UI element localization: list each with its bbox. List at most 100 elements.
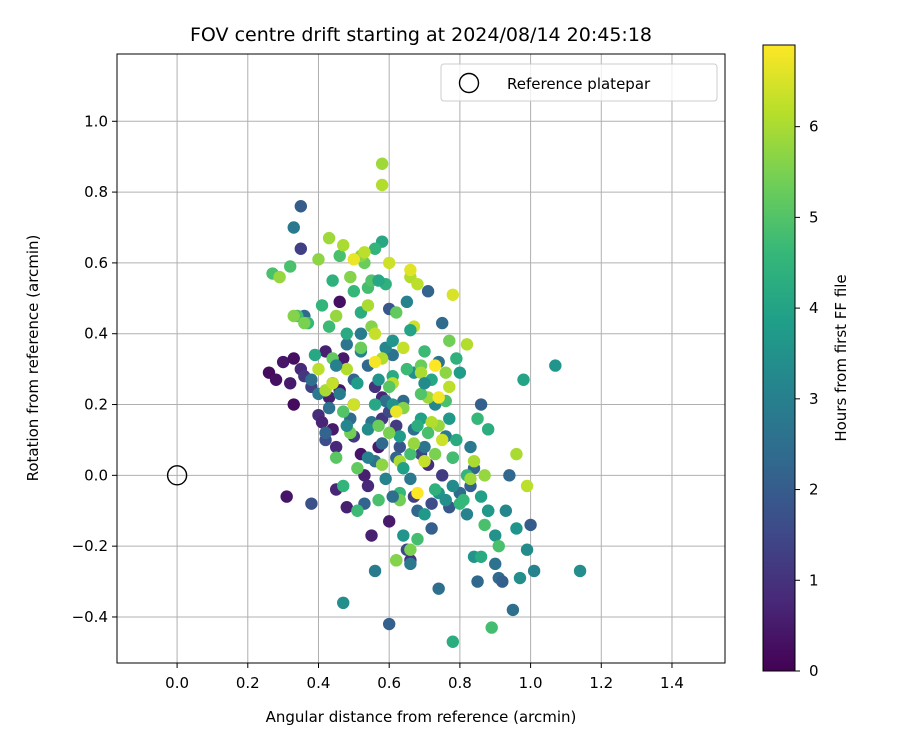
data-point <box>418 440 431 454</box>
y-tick-label: 0.8 <box>84 183 108 201</box>
data-point <box>386 334 399 347</box>
data-point <box>478 518 491 532</box>
y-tick-label: 0.0 <box>84 466 108 484</box>
data-point <box>428 483 442 496</box>
data-point <box>333 295 346 309</box>
y-axis-label: Rotation from reference (arcmin) <box>24 235 42 482</box>
data-point <box>382 426 396 440</box>
data-point <box>319 426 332 440</box>
x-tick-label: 1.2 <box>589 674 613 692</box>
data-point <box>312 253 325 266</box>
x-tick-label: 0.0 <box>165 674 189 692</box>
legend-label: Reference platepar <box>507 75 651 93</box>
data-point <box>474 398 488 411</box>
data-point <box>365 529 378 542</box>
data-point <box>404 557 417 571</box>
data-point <box>347 253 361 266</box>
data-point <box>287 309 300 323</box>
data-point <box>411 419 424 432</box>
data-point <box>400 295 414 309</box>
colorbar-tick-label: 3 <box>809 390 819 408</box>
y-tick-label: 1.0 <box>84 112 108 130</box>
data-point <box>340 419 353 432</box>
data-point <box>305 373 318 386</box>
colorbar-tick-label: 4 <box>809 299 819 317</box>
data-point <box>411 277 424 291</box>
data-point <box>337 238 350 252</box>
data-point <box>386 490 399 503</box>
data-point <box>344 270 357 284</box>
data-point <box>411 532 424 546</box>
colorbar-tick-label: 1 <box>809 571 819 589</box>
data-point <box>464 472 477 486</box>
scatter-points <box>262 157 587 648</box>
data-point <box>425 522 438 535</box>
data-point <box>337 479 350 493</box>
data-point <box>312 362 325 376</box>
data-point <box>446 479 460 493</box>
colorbar-tick-label: 5 <box>809 208 819 226</box>
data-point <box>510 447 523 461</box>
data-point <box>287 398 300 411</box>
data-point <box>467 454 481 468</box>
data-point <box>425 497 438 510</box>
data-point <box>492 539 505 553</box>
data-point <box>446 451 460 464</box>
data-point <box>439 366 452 379</box>
data-point <box>404 263 417 277</box>
data-point <box>404 472 417 486</box>
data-point <box>375 157 389 170</box>
data-point <box>421 426 435 440</box>
data-point <box>382 380 396 394</box>
data-point <box>351 462 364 475</box>
data-point <box>368 355 382 369</box>
data-point <box>425 416 438 429</box>
data-point <box>358 246 371 259</box>
colorbar-tick-label: 6 <box>809 118 819 136</box>
data-point <box>354 341 368 355</box>
data-point <box>436 469 449 482</box>
x-tick-label: 1.4 <box>660 674 684 692</box>
data-point <box>418 508 431 521</box>
data-point <box>464 440 477 454</box>
data-point <box>404 543 417 556</box>
data-point <box>400 362 414 376</box>
data-point <box>510 522 523 535</box>
y-axis-ticks: −0.4 −0.2 0.0 0.2 0.4 0.6 0.8 1.0 <box>72 112 117 626</box>
data-point <box>446 635 460 648</box>
data-point <box>443 380 456 394</box>
data-point <box>368 398 382 411</box>
data-point <box>375 437 389 450</box>
data-point <box>315 299 329 312</box>
data-point <box>379 472 392 486</box>
data-point <box>294 242 308 255</box>
data-point <box>298 316 311 330</box>
legend: Reference platepar <box>440 63 718 102</box>
data-point <box>269 373 283 386</box>
x-tick-label: 0.6 <box>377 674 401 692</box>
data-point <box>414 366 428 379</box>
data-point <box>287 221 300 234</box>
data-point <box>489 557 502 571</box>
data-point <box>520 479 534 493</box>
reference-marker <box>166 465 188 486</box>
data-point <box>450 352 463 365</box>
data-point <box>368 327 382 340</box>
data-point <box>478 469 491 482</box>
data-point <box>372 419 385 432</box>
data-point <box>393 430 406 443</box>
data-point <box>333 387 346 401</box>
data-point <box>513 571 527 585</box>
data-point <box>499 504 513 517</box>
data-point <box>287 352 300 365</box>
data-point <box>326 377 339 390</box>
x-tick-label: 1.0 <box>519 674 543 692</box>
data-point <box>368 564 382 578</box>
data-point <box>273 270 286 284</box>
data-point <box>390 306 403 319</box>
colorbar-tick-label: 2 <box>809 481 819 499</box>
colorbar-label: Hours from first FF file <box>832 274 850 441</box>
data-point <box>329 440 343 454</box>
data-point <box>517 373 530 386</box>
data-point <box>436 316 449 330</box>
